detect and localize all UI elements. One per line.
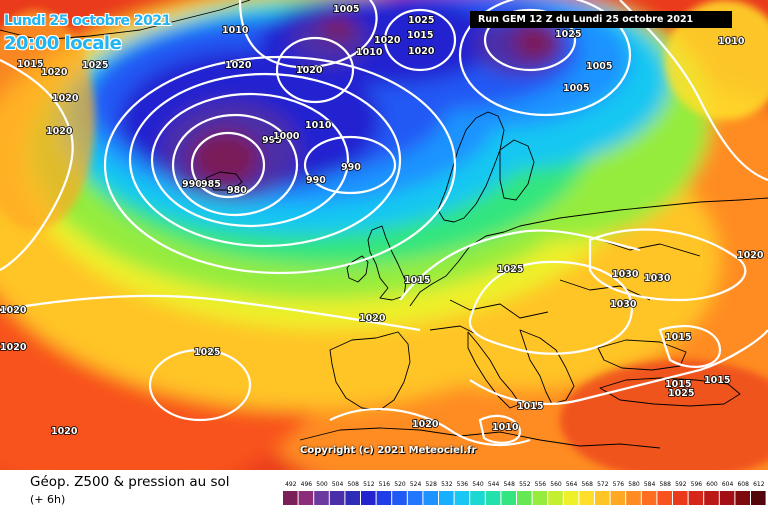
isobar-high-central-1025 (468, 260, 633, 355)
isobar-label: 990 (182, 179, 202, 190)
isobar-label: 1010 (305, 120, 332, 131)
isobar-label: 1020 (408, 46, 435, 57)
isobar-low-iceland-1000 (150, 92, 350, 228)
isobar-label: 1015 (665, 332, 691, 343)
coast-continent (409, 197, 768, 307)
isobar-label: 1005 (333, 4, 359, 15)
isobar-low-iceland-990 (171, 113, 299, 217)
isobar-label: 1020 (225, 60, 252, 71)
isobar-label: 1015 (404, 275, 430, 286)
forecast-step: (+ 6h) (30, 493, 66, 506)
isobar-low-scand-1010 (458, 0, 632, 117)
isobar-label: 1020 (41, 67, 68, 78)
coast-iberia (329, 331, 411, 411)
isobar-label: 1020 (0, 342, 27, 353)
isobar-label: 1020 (46, 126, 73, 137)
isobar-low-iceland-980 (190, 131, 266, 199)
coast-black-sea (597, 339, 687, 371)
isobar-med-1010 (478, 414, 522, 444)
isobar-label: 1005 (563, 83, 589, 94)
parameter-title: Géop. Z500 & pression au sol (30, 474, 230, 490)
border-lines (429, 239, 701, 337)
isobar-south-1020 (329, 408, 531, 446)
isobar-label: 1020 (374, 35, 401, 46)
isobar-label: 985 (201, 179, 221, 190)
isobar-label: 1020 (0, 305, 27, 316)
isobar-label: 1015 (407, 30, 433, 41)
coast-ireland (346, 255, 369, 283)
field-detail (0, 0, 768, 470)
coast-north-africa (299, 427, 661, 449)
isobar-high-greenland-2 (383, 8, 457, 72)
isobar-label: 1010 (492, 422, 519, 433)
isobar-label: 1030 (612, 269, 639, 280)
isobar-label: 990 (341, 162, 361, 173)
isobar-low-iceland-1010 (128, 72, 402, 248)
isobar-label: 1030 (644, 273, 671, 284)
valid-date-label: Lundi 25 octobre 2021 (4, 13, 171, 29)
isobar-label: 1025 (555, 29, 581, 40)
coastlines (0, 0, 768, 449)
coast-greenland (0, 0, 251, 41)
isobar-label: 1010 (356, 47, 383, 58)
isobar-label: 1000 (273, 131, 300, 142)
model-run-label: Run GEM 12 Z du Lundi 25 octobre 2021 (470, 11, 732, 28)
isobar-label: 1020 (412, 419, 439, 430)
isobar-low-scand-1005 (483, 8, 577, 72)
isobar-label: 1010 (718, 36, 745, 47)
isobar-low-norway-990 (303, 135, 397, 195)
isobar-label: 1020 (51, 426, 78, 437)
isobar-label: 1015 (665, 379, 691, 390)
isobar-label: 980 (227, 185, 247, 196)
copyright-label: Copyright (c) 2021 Meteociel.fr (300, 445, 477, 456)
isobar-south-1015 (469, 329, 768, 406)
isobar-labels: 1005 1025 1010 1015 1020 1025 1020 1020 … (0, 3, 765, 438)
isobar-label: 1025 (497, 264, 523, 275)
isobar-label: 990 (306, 175, 326, 186)
isobar-label: 1005 (586, 61, 612, 72)
isobar-label: 1020 (52, 93, 79, 104)
valid-time-label: 20:00 locale (4, 33, 122, 54)
coast-turkey (599, 377, 741, 407)
isobar-high-east-1030 (588, 228, 747, 302)
isobar-high-azores (148, 348, 252, 422)
isobar-label: 1015 (17, 59, 43, 70)
isobar-europe-1015 (399, 229, 641, 301)
isobar-nw-1020 (0, 59, 74, 271)
isobar-high-greenland (275, 36, 355, 104)
isobar-label: 1020 (359, 313, 386, 324)
coast-iceland (205, 171, 243, 191)
isobar-label: 1025 (668, 388, 694, 399)
coast-finland (499, 139, 535, 201)
isobar-label: 1030 (610, 299, 637, 310)
isobar-label: 1020 (737, 250, 764, 261)
isobar-label: 1025 (194, 347, 220, 358)
coast-italy (467, 331, 521, 409)
isobar-label: 1015 (704, 375, 730, 386)
isobar-label: 1020 (296, 65, 323, 76)
isobar-label: 995 (262, 135, 282, 146)
isobar-label: 1025 (408, 15, 434, 26)
coast-norway-sweden (437, 111, 505, 223)
coast-balkans (519, 329, 575, 405)
isobar-east-1015 (658, 325, 722, 368)
isobar-label: 1025 (82, 60, 108, 71)
isobar-label: 1010 (222, 25, 249, 36)
isobar-north-1010 (238, 0, 378, 69)
isobar-atlantic-1020 (0, 294, 421, 332)
weather-map: 1005 1025 1010 1015 1020 1025 1020 1020 … (0, 0, 768, 470)
isobar-label: 1015 (517, 401, 543, 412)
